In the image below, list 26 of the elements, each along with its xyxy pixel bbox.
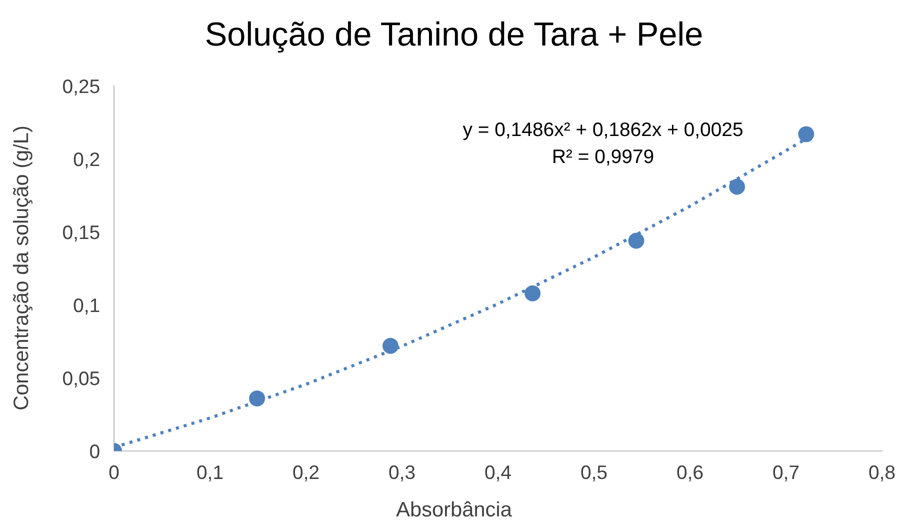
point xyxy=(729,178,746,195)
point xyxy=(249,390,266,406)
point xyxy=(798,126,814,142)
point xyxy=(382,338,398,354)
y-tick-label: 0,2 xyxy=(74,152,100,169)
annotation: R² = 0,9979 xyxy=(554,149,654,166)
chart-title: Solução de Tanino de Tara + Pele xyxy=(206,21,702,53)
annotation: y = 0,1486x² + 0,1862x + 0,0025 xyxy=(462,122,742,140)
x-tick-label: 0,1 xyxy=(197,465,223,482)
x-axis-title: Absorbância xyxy=(396,501,512,517)
x-tick-label: 0,8 xyxy=(869,465,895,482)
y-tick-label: 0 xyxy=(90,444,100,458)
point xyxy=(628,232,644,249)
x-tick-label: 0 xyxy=(109,465,119,480)
x-tick-label: 0,3 xyxy=(389,465,415,482)
x-tick-label: 0,4 xyxy=(485,465,511,482)
x-tick-label: 0,7 xyxy=(773,465,799,482)
x-tick-label: 0,2 xyxy=(293,465,319,482)
y-tick-label: 0,05 xyxy=(63,371,100,388)
y-tick-label: 0,15 xyxy=(63,225,100,242)
x-tick-label: 0,5 xyxy=(581,465,607,482)
y-tick-label: 0,25 xyxy=(63,79,100,96)
y-axis-title: Concentração da solução (g/L) xyxy=(12,126,32,410)
point xyxy=(524,285,541,302)
x-tick-label: 0,6 xyxy=(677,465,703,482)
y-tick-label: 0,1 xyxy=(74,298,100,315)
